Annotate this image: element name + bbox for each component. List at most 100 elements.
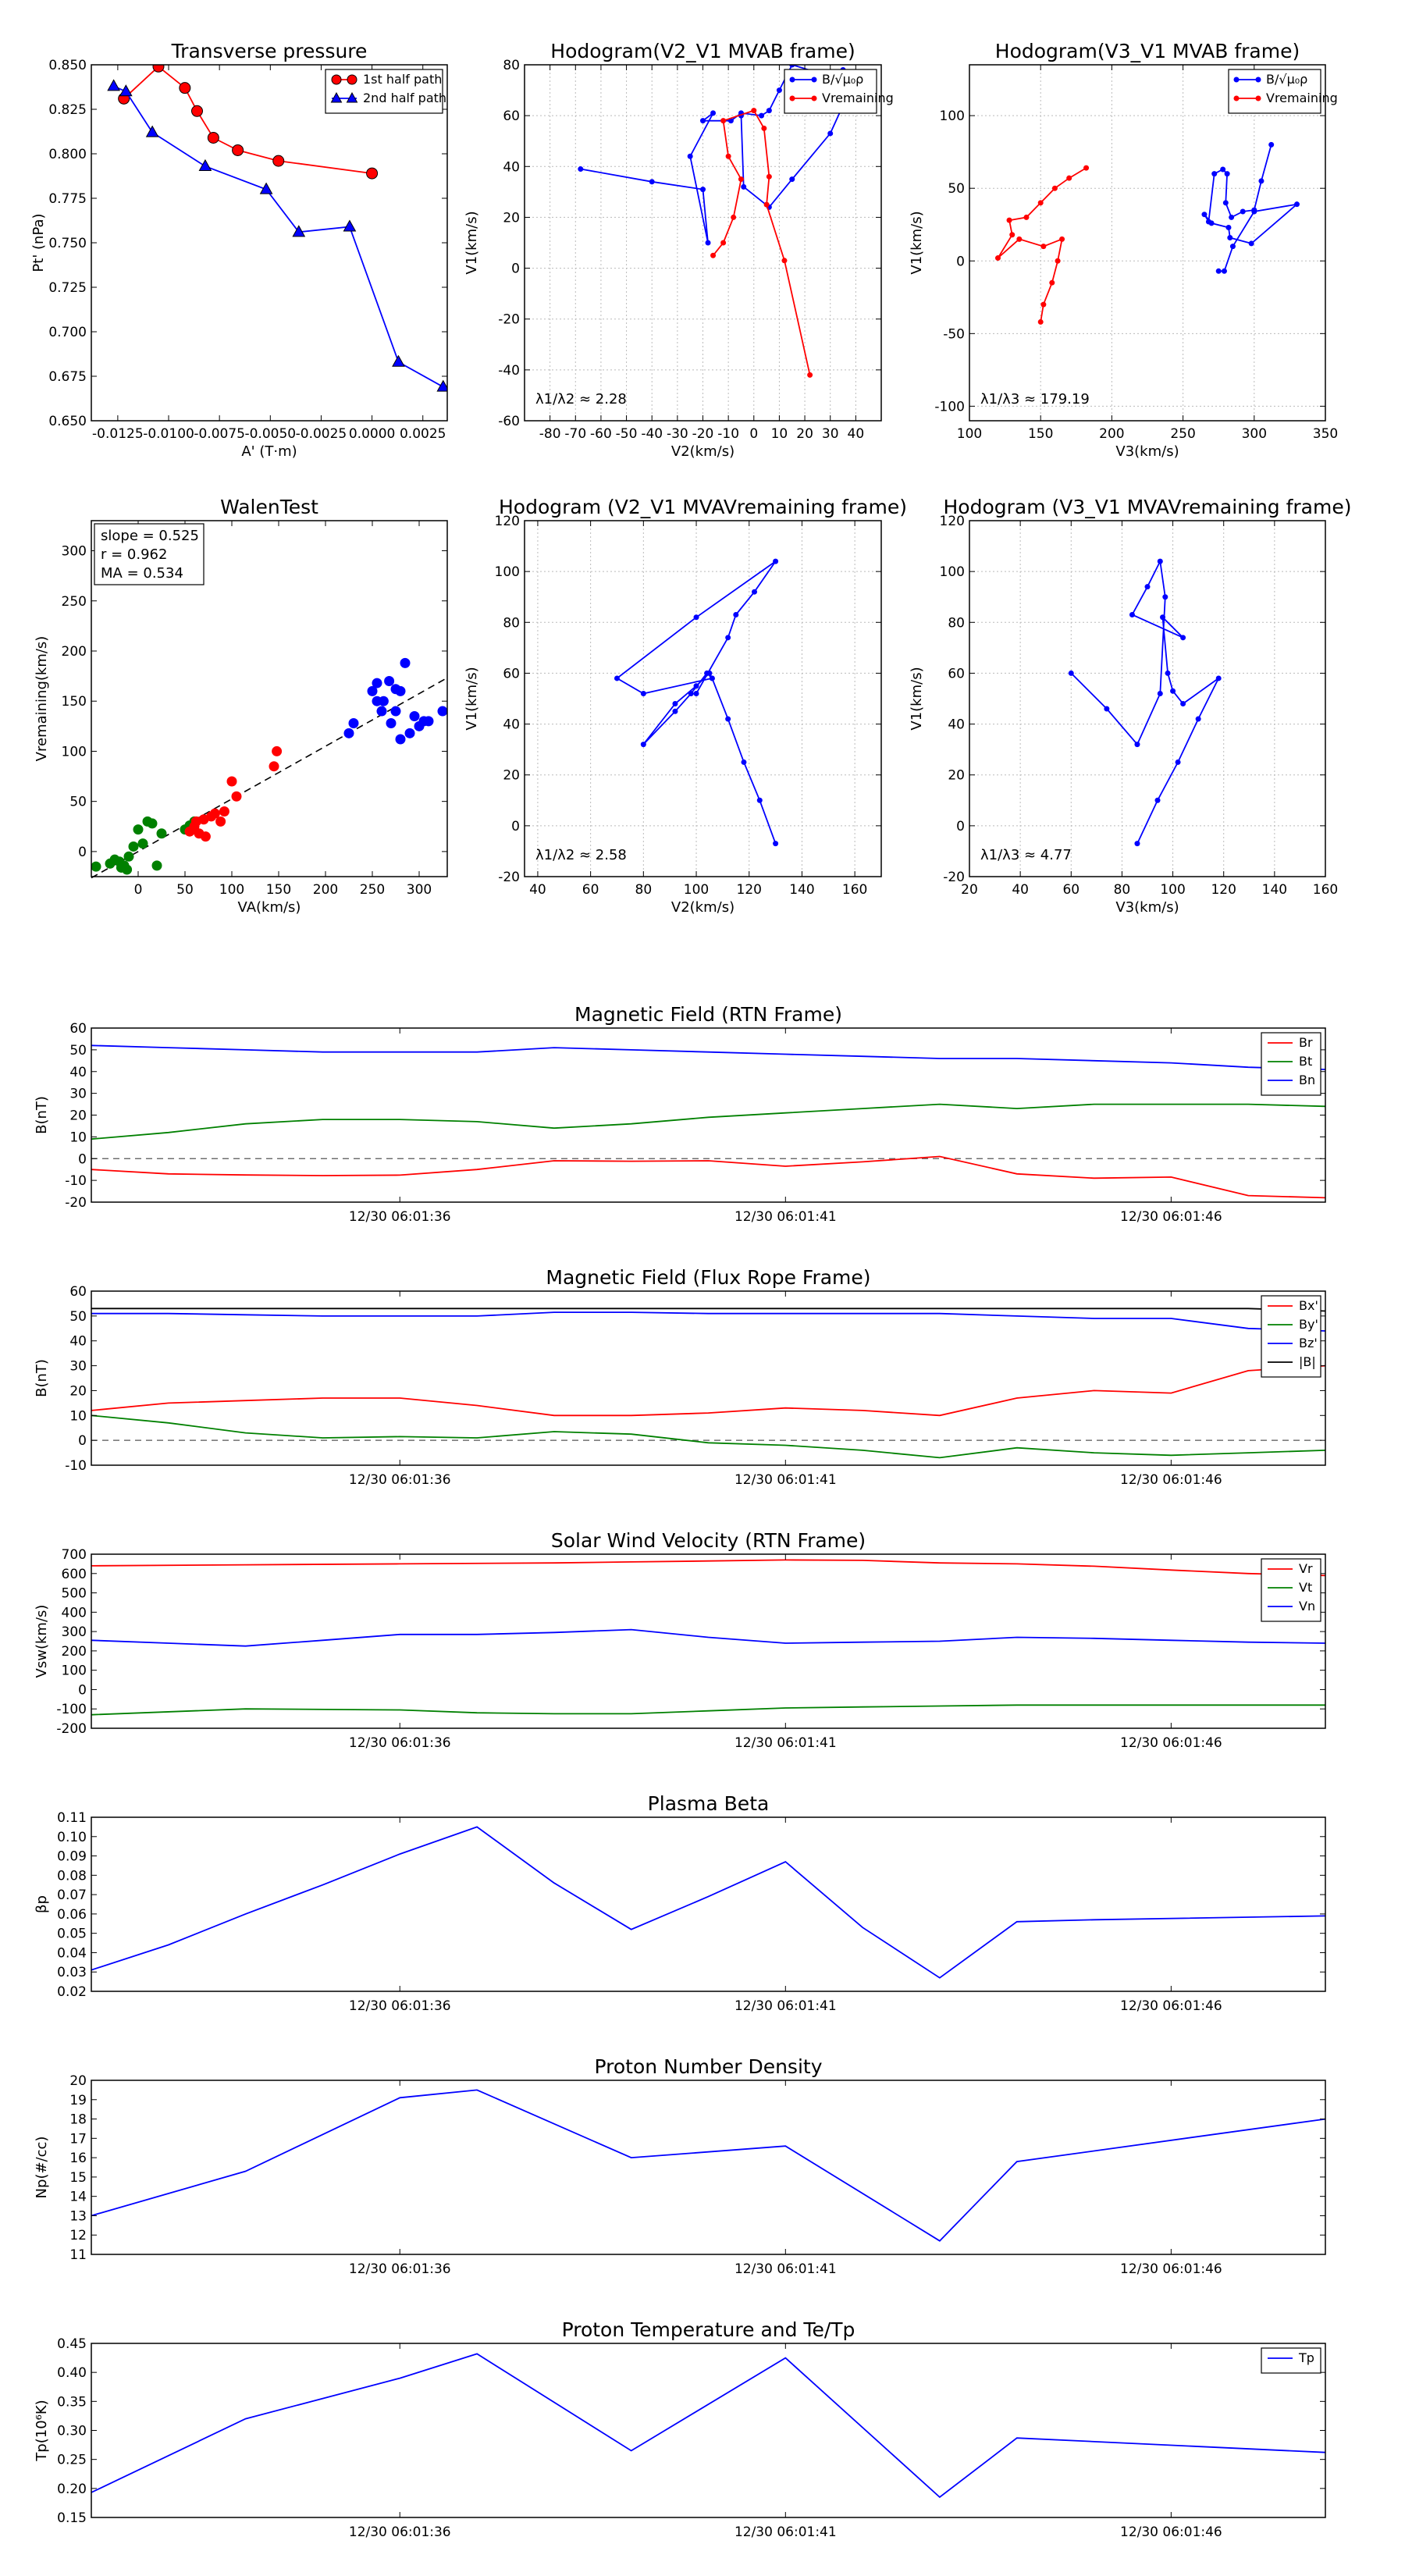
data-point <box>706 670 713 676</box>
x-axis-label: V3(km/s) <box>1115 899 1179 916</box>
x-tick-label: 30 <box>822 426 839 442</box>
x-tick-label: 300 <box>407 882 432 898</box>
y-tick-label: 0 <box>511 819 520 834</box>
data-point <box>1170 688 1176 694</box>
x-axis-label: VA(km/s) <box>238 899 301 916</box>
ratio-annotation: λ1/λ3 ≈ 4.77 <box>980 847 1072 863</box>
data-point <box>1157 558 1163 564</box>
legend-box <box>1261 2347 1321 2374</box>
y-tick-label: 0.35 <box>57 2394 87 2410</box>
data-point <box>384 676 395 687</box>
x-tick-label: 20 <box>961 882 978 898</box>
y-axis-label: Np(#/cc) <box>34 2137 50 2199</box>
data-point <box>272 745 283 756</box>
x-tick-label: -0.0050 <box>244 426 296 442</box>
data-point <box>231 791 242 802</box>
data-point <box>1051 185 1058 191</box>
x-tick-label: 250 <box>1170 426 1195 442</box>
x-tick-label: 150 <box>1028 426 1053 442</box>
data-point <box>759 112 765 119</box>
data-point <box>409 710 420 721</box>
legend-label: Vr <box>1299 1561 1313 1576</box>
y-tick-label: 100 <box>940 564 965 580</box>
data-point <box>741 183 747 190</box>
data-point <box>776 87 782 94</box>
legend-label: Bz' <box>1299 1336 1318 1350</box>
y-axis-label: Vremaining(km/s) <box>34 636 50 762</box>
data-point <box>741 759 747 765</box>
plot-frame <box>969 64 1326 422</box>
series-line-Vremaining <box>712 109 811 375</box>
y-tick-label: 60 <box>69 1021 87 1037</box>
legend-label: Br <box>1299 1035 1313 1050</box>
x-tick-label: 20 <box>796 426 813 442</box>
data-point <box>122 864 133 875</box>
data-point <box>688 690 694 696</box>
data-point <box>700 118 706 124</box>
series-line-Tp <box>91 2353 1325 2499</box>
legend-marker <box>1233 95 1240 101</box>
y-tick-label: 19 <box>69 2093 87 2108</box>
data-point <box>372 696 382 706</box>
plot-frame <box>91 1290 1326 1466</box>
y-tick-label: 20 <box>948 768 965 784</box>
data-point <box>376 706 387 717</box>
data-point <box>1154 797 1161 803</box>
y-tick-label: 10 <box>69 1408 87 1424</box>
data-point <box>1068 670 1074 676</box>
legend-marker <box>789 95 795 101</box>
data-point <box>343 219 357 232</box>
x-tick-label: 120 <box>1211 882 1236 898</box>
y-tick-label: -100 <box>934 399 965 415</box>
y-tick-label: 0 <box>78 845 87 860</box>
data-point <box>773 558 779 564</box>
data-point <box>687 153 693 159</box>
chart-hodo2: -100 -50 0 50 100 100 150 200 250 300 350 Hodogram(… <box>909 40 1338 460</box>
data-point <box>292 225 306 237</box>
y-axis-label: V1(km/s) <box>909 667 925 730</box>
x-tick-label: 12/30 06:01:46 <box>1120 1998 1222 2014</box>
data-point <box>1215 675 1222 681</box>
plot-frame <box>91 1027 1326 1203</box>
y-tick-label: -10 <box>65 1458 87 1474</box>
data-point <box>215 816 226 827</box>
data-point <box>1195 716 1201 722</box>
y-tick-label: 0.650 <box>48 414 87 429</box>
chart-title: Plasma Beta <box>648 1792 770 1815</box>
data-point <box>400 657 411 668</box>
data-point <box>773 841 779 847</box>
x-tick-label: 10 <box>771 426 788 442</box>
legend-marker <box>347 74 357 85</box>
y-tick-label: -100 <box>56 1702 87 1717</box>
data-point <box>1224 171 1230 177</box>
data-layer <box>614 558 779 847</box>
x-tick-label: 0.0000 <box>349 426 395 442</box>
data-point <box>1268 141 1275 148</box>
x-tick-label: 100 <box>684 882 709 898</box>
chart-vsw: -200 -100 0 100 200 300 400 500 600 700 12/30 06:0… <box>34 1529 1326 1751</box>
y-tick-label: 0.30 <box>57 2424 87 2439</box>
data-point <box>1165 670 1171 676</box>
data-point <box>640 690 646 696</box>
y-tick-label: 10 <box>69 1130 87 1145</box>
data-point <box>1294 201 1300 208</box>
data-point <box>1037 200 1044 206</box>
data-point <box>827 130 834 137</box>
data-point <box>190 105 203 117</box>
chart-walen: 0 50 100 150 200 250 300 0 50 100 150 200 250 300 Wale… <box>34 496 448 916</box>
chart-title: Hodogram (V2_V1 MVAVremaining frame) <box>499 496 907 518</box>
data-point <box>137 838 148 849</box>
y-tick-label: 60 <box>948 666 965 681</box>
y-axis-label: βp <box>34 1895 50 1913</box>
chart-title: Proton Number Density <box>595 2055 823 2078</box>
y-axis-label: V1(km/s) <box>464 667 480 730</box>
y-tick-label: 15 <box>69 2170 87 2186</box>
data-layer <box>91 2353 1325 2499</box>
x-axis-label: V2(km/s) <box>671 443 735 460</box>
y-tick-label: -20 <box>65 1195 87 1211</box>
x-tick-label: -30 <box>667 426 688 442</box>
stats-box <box>94 523 205 585</box>
data-layer <box>91 1308 1325 1459</box>
data-point <box>219 806 229 817</box>
y-tick-label: 80 <box>503 615 520 631</box>
